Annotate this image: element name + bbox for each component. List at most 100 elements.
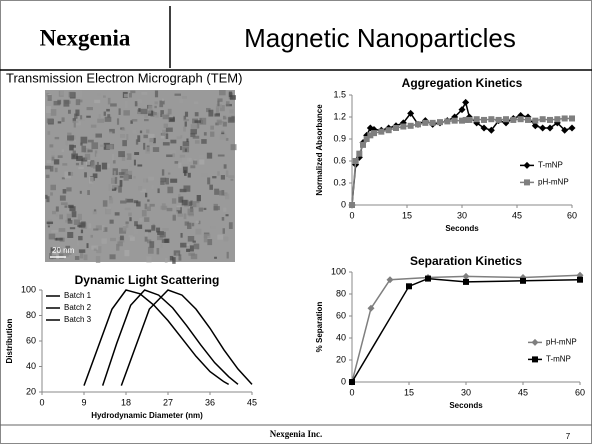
tem-particle: [75, 110, 79, 117]
tem-particle: [161, 206, 168, 210]
tem-particle: [113, 160, 116, 163]
tem-particle: [141, 109, 148, 114]
tem-particle: [71, 171, 74, 175]
tem-particle: [145, 147, 150, 154]
tem-particle: [48, 95, 52, 101]
tem-particle: [103, 95, 106, 97]
tem-particle: [148, 247, 154, 254]
legend-label: Batch 1: [64, 291, 92, 300]
tem-particle: [126, 134, 128, 140]
marker: [547, 117, 553, 123]
tem-particle: [63, 100, 69, 107]
tem-particle: [192, 223, 194, 226]
marker: [577, 277, 583, 283]
tem-particle: [87, 107, 93, 110]
marker: [444, 118, 450, 124]
x-tick-label: 36: [205, 397, 215, 407]
legend-label: T-mNP: [546, 355, 571, 364]
tem-particle: [223, 208, 226, 212]
marker: [518, 116, 524, 122]
tem-particle: [120, 236, 124, 241]
tem-particle: [78, 236, 82, 240]
tem-particle: [197, 195, 201, 201]
tem-particle: [151, 185, 153, 189]
tem-particle: [105, 117, 112, 122]
tem-particle: [224, 164, 227, 168]
tem-particle: [119, 108, 121, 115]
tem-particle: [154, 106, 156, 108]
tem-particle: [209, 185, 213, 190]
y-tick-label: 80: [26, 310, 36, 320]
y-tick-label: 100: [21, 284, 36, 294]
tem-particle: [160, 114, 162, 117]
y-tick-label: 60: [26, 335, 36, 345]
tem-particle: [168, 109, 172, 115]
tem-particle: [207, 153, 212, 159]
tem-particle: [146, 129, 149, 133]
marker: [503, 116, 509, 122]
marker: [452, 118, 458, 124]
tem-particle: [51, 230, 58, 233]
tem-particle: [132, 119, 138, 122]
scale-label: 20 nm: [52, 246, 75, 255]
tem-particle: [176, 253, 178, 257]
slide: Nexgenia Magnetic Nanoparticles Transmis…: [0, 0, 592, 444]
tem-particle: [183, 141, 190, 146]
tem-particle: [156, 228, 160, 233]
tem-particle: [73, 145, 76, 148]
tem-particle: [62, 117, 65, 122]
tem-particle: [110, 254, 116, 259]
tem-particle: [110, 249, 116, 254]
tem-particle: [69, 92, 75, 98]
tem-particle: [133, 176, 135, 179]
tem-particle: [79, 249, 85, 253]
tem-particle: [157, 248, 160, 254]
tem-particle: [196, 203, 203, 208]
tem-particle: [144, 217, 149, 222]
tem-particle: [68, 218, 71, 220]
tem-particle: [84, 172, 87, 177]
tem-particle: [109, 198, 113, 204]
legend-label: T-mNP: [538, 161, 563, 170]
tem-particle: [207, 239, 212, 245]
y-tick-label: 20: [26, 386, 36, 396]
tem-particle: [179, 99, 183, 103]
tem-particle: [153, 112, 157, 115]
tem-particle: [120, 134, 125, 138]
y-tick-label: 0.6: [333, 155, 346, 165]
tem-particle: [226, 101, 230, 106]
tem-particle: [129, 217, 131, 221]
tem-particle: [190, 165, 195, 168]
tem-particle: [198, 154, 204, 158]
tem-particle: [136, 139, 138, 144]
marker: [474, 116, 480, 122]
marker: [393, 125, 399, 131]
tem-particle: [195, 140, 200, 143]
tem-particle: [58, 121, 62, 123]
tem-particle: [166, 154, 173, 157]
legend-label: Batch 3: [64, 315, 92, 324]
tem-particle: [106, 145, 113, 150]
tem-particle: [210, 126, 214, 130]
tem-particle: [184, 170, 187, 176]
x-tick-label: 45: [247, 397, 257, 407]
y-tick-label: 0.3: [333, 177, 346, 187]
tem-particle: [105, 209, 111, 215]
tem-particle: [76, 90, 82, 97]
tem-particle: [134, 160, 136, 166]
tem-particle: [68, 220, 73, 224]
tem-particle: [157, 188, 159, 193]
tem-particle: [63, 189, 67, 194]
x-tick-label: 30: [461, 387, 471, 397]
tem-particle: [148, 177, 154, 181]
tem-particle: [145, 232, 148, 237]
marker: [437, 119, 443, 125]
tem-particle: [114, 171, 116, 176]
tem-particle: [96, 256, 100, 263]
tem-particle: [182, 96, 187, 99]
tem-particle: [229, 92, 232, 98]
tem-particle: [124, 174, 129, 181]
y-tick-label: 40: [26, 361, 36, 371]
tem-particle: [229, 222, 233, 229]
tem-particle: [139, 218, 142, 222]
